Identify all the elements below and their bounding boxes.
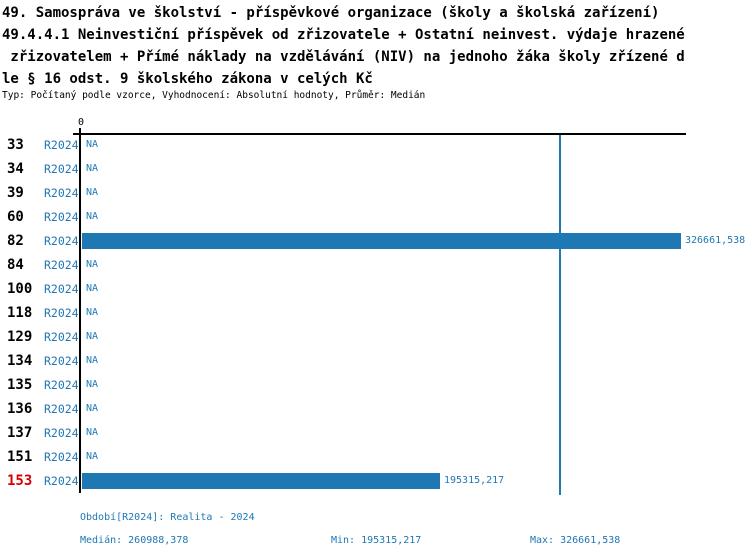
chart-title-line-3: zřizovatelem + Přímé náklady na vzdělává… bbox=[2, 49, 685, 65]
top-axis-line bbox=[73, 133, 686, 135]
chart-row: 100 R2024 NA bbox=[0, 277, 750, 301]
bar-value-label: NA bbox=[86, 283, 99, 294]
chart-row: 118 R2024 NA bbox=[0, 301, 750, 325]
axis-zero-tick-label: 0 bbox=[77, 117, 85, 128]
chart-title-line-1: 49. Samospráva ve školství - příspěvkové… bbox=[2, 5, 660, 21]
y-axis-line bbox=[79, 128, 81, 493]
row-series-label: R2024 bbox=[44, 282, 79, 296]
bar-value-label: NA bbox=[86, 427, 99, 438]
row-series-label: R2024 bbox=[44, 210, 79, 224]
row-category-label: 153 bbox=[7, 473, 33, 489]
chart-row: 153 R2024 195315,217 bbox=[0, 469, 750, 493]
bar-value-label: 195315,217 bbox=[444, 475, 505, 486]
row-series-label: R2024 bbox=[44, 426, 79, 440]
row-category-label: 135 bbox=[7, 377, 33, 393]
footer-median-stat: Medián: 260988,378 bbox=[80, 535, 189, 546]
row-series-label: R2024 bbox=[44, 138, 79, 152]
chart-subtitle: Typ: Počítaný podle vzorce, Vyhodnocení:… bbox=[2, 90, 426, 101]
bar-value-label: NA bbox=[86, 403, 99, 414]
chart-row: 82 R2024 326661,538 bbox=[0, 229, 750, 253]
chart-row: 136 R2024 NA bbox=[0, 397, 750, 421]
bar-value-label: 326661,538 bbox=[685, 235, 746, 246]
row-series-label: R2024 bbox=[44, 258, 79, 272]
row-category-label: 118 bbox=[7, 305, 33, 321]
row-category-label: 136 bbox=[7, 401, 33, 417]
chart-row: 39 R2024 NA bbox=[0, 181, 750, 205]
bar-value-label: NA bbox=[86, 379, 99, 390]
row-category-label: 60 bbox=[7, 209, 24, 225]
bar-value-label: NA bbox=[86, 187, 99, 198]
row-series-label: R2024 bbox=[44, 354, 79, 368]
chart-row: 84 R2024 NA bbox=[0, 253, 750, 277]
row-category-label: 82 bbox=[7, 233, 24, 249]
row-series-label: R2024 bbox=[44, 186, 79, 200]
bar-value-label: NA bbox=[86, 355, 99, 366]
chart-row: 135 R2024 NA bbox=[0, 373, 750, 397]
row-series-label: R2024 bbox=[44, 474, 79, 488]
median-reference-line bbox=[559, 135, 561, 495]
row-category-label: 39 bbox=[7, 185, 24, 201]
footer-period-line: Období[R2024]: Realita - 2024 bbox=[80, 512, 255, 523]
row-category-label: 134 bbox=[7, 353, 33, 369]
row-series-label: R2024 bbox=[44, 402, 79, 416]
row-series-label: R2024 bbox=[44, 330, 79, 344]
chart-row: 151 R2024 NA bbox=[0, 445, 750, 469]
row-category-label: 137 bbox=[7, 425, 33, 441]
row-category-label: 100 bbox=[7, 281, 33, 297]
row-category-label: 84 bbox=[7, 257, 24, 273]
chart-row: 34 R2024 NA bbox=[0, 157, 750, 181]
chart-title-line-2: 49.4.4.1 Neinvestiční příspěvek od zřizo… bbox=[2, 27, 685, 43]
bar-value-label: NA bbox=[86, 163, 99, 174]
row-series-label: R2024 bbox=[44, 450, 79, 464]
chart-row: 129 R2024 NA bbox=[0, 325, 750, 349]
footer-min-stat: Min: 195315,217 bbox=[331, 535, 422, 546]
chart-row: 137 R2024 NA bbox=[0, 421, 750, 445]
chart-title-line-4: le § 16 odst. 9 školského zákona v celýc… bbox=[2, 71, 373, 87]
row-series-label: R2024 bbox=[44, 234, 79, 248]
row-category-label: 129 bbox=[7, 329, 33, 345]
row-series-label: R2024 bbox=[44, 306, 79, 320]
chart-row: 33 R2024 NA bbox=[0, 133, 750, 157]
row-category-label: 34 bbox=[7, 161, 24, 177]
bar bbox=[82, 233, 681, 249]
bar-value-label: NA bbox=[86, 451, 99, 462]
bar-value-label: NA bbox=[86, 331, 99, 342]
row-category-label: 151 bbox=[7, 449, 33, 465]
footer-max-stat: Max: 326661,538 bbox=[530, 535, 621, 546]
row-series-label: R2024 bbox=[44, 378, 79, 392]
bar-value-label: NA bbox=[86, 259, 99, 270]
row-category-label: 33 bbox=[7, 137, 24, 153]
row-series-label: R2024 bbox=[44, 162, 79, 176]
chart-row: 60 R2024 NA bbox=[0, 205, 750, 229]
bar-value-label: NA bbox=[86, 139, 99, 150]
chart-row: 134 R2024 NA bbox=[0, 349, 750, 373]
bar-value-label: NA bbox=[86, 211, 99, 222]
bar bbox=[82, 473, 440, 489]
bar-value-label: NA bbox=[86, 307, 99, 318]
